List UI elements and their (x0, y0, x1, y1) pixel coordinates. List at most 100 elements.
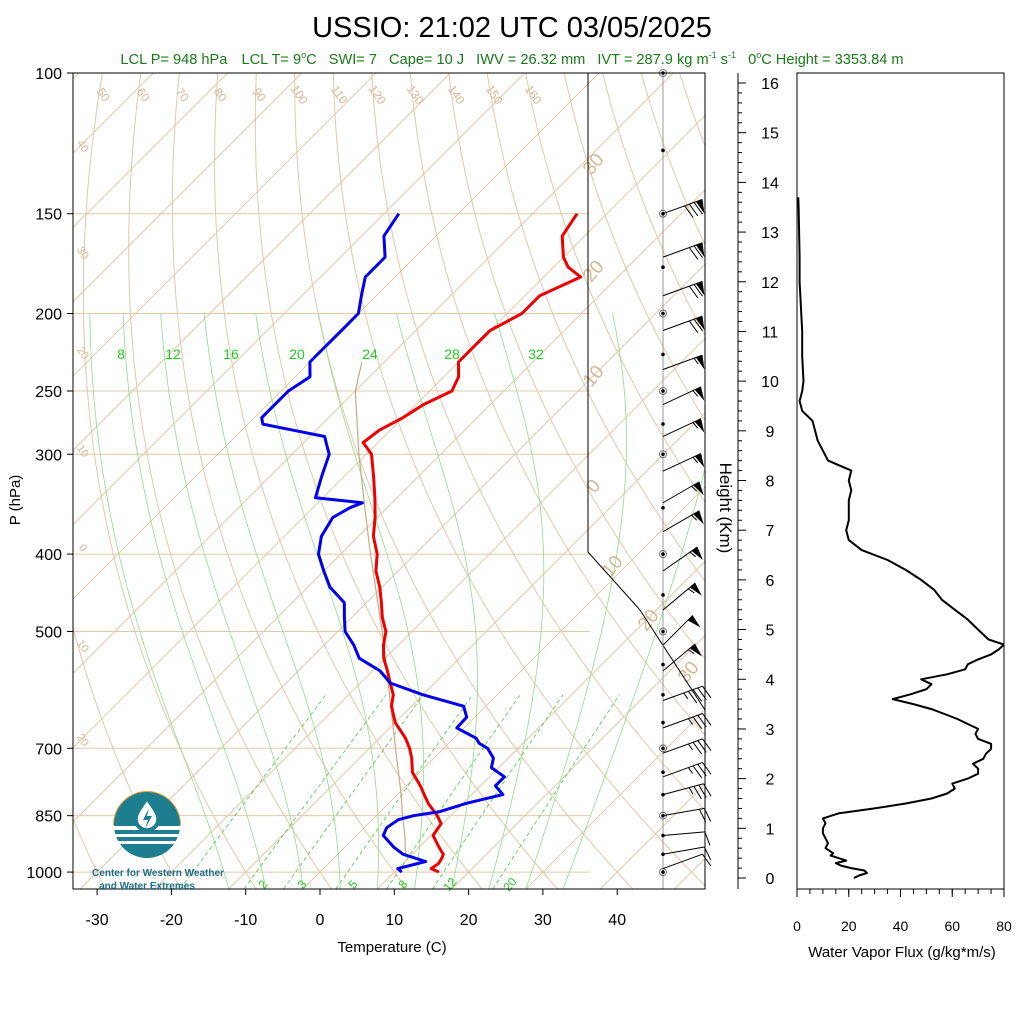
wind-barb-pennant (695, 316, 705, 331)
isotherm-line (451, 634, 705, 889)
wind-barb-flag (692, 689, 703, 702)
y-tick-label: 400 (35, 547, 62, 564)
isotherm-left-label: 20 (74, 345, 91, 362)
wind-barb-flag (693, 786, 702, 800)
stat-lcl-p: LCL P= 948 hPa (120, 52, 228, 68)
wind-barb-half-flag (691, 485, 698, 492)
mixing-ratio-line (432, 694, 564, 889)
wind-barb-half-flag (687, 718, 694, 725)
y-tick-label: 700 (35, 741, 62, 758)
wind-level-dot (661, 870, 665, 874)
mixing-ratio-line (386, 694, 521, 889)
dry-adiabat-line (371, 73, 705, 812)
wind-level-dot (661, 662, 665, 667)
y-tick-label: 200 (35, 307, 62, 324)
wind-level-dot (661, 452, 665, 457)
wind-ref-circle (659, 387, 667, 395)
lightning-icon (143, 808, 152, 829)
wind-barb-half-flag (687, 767, 694, 774)
wind-barb (662, 582, 702, 611)
isotherm-line (73, 73, 228, 229)
height-tick-label: 16 (761, 76, 779, 93)
wind-barb-staff (662, 713, 703, 729)
wind-barb-flag (688, 320, 699, 333)
wind-barb-flag (693, 318, 703, 332)
wind-barb-staff (662, 738, 703, 754)
isotherm-left-label: 0 (76, 542, 89, 554)
isotherm-line (377, 560, 705, 889)
mixing-ratio-line (335, 694, 473, 889)
wind-barb-pennant (689, 643, 702, 657)
wind-barb-flag (692, 765, 703, 778)
wind-barb (662, 853, 712, 870)
wind-barb-flag (704, 831, 711, 846)
wind-barb-half-flag (688, 787, 694, 795)
height-tick-label: 13 (761, 225, 779, 242)
logo-text-line1: Center for Western Weather (92, 868, 224, 879)
skewt-profiles (260, 212, 583, 874)
wind-barb-half-flag (691, 514, 698, 521)
wind-barb-pennant (689, 583, 702, 596)
cw3e-logo: Center for Western Weather and Water Ext… (92, 791, 224, 892)
mixing-ratio-top-label: 32 (528, 346, 544, 362)
height-tick-label: 12 (761, 275, 779, 292)
wind-level-dot (661, 593, 665, 597)
page-title: USSIO: 21:02 UTC 03/05/2025 (312, 12, 712, 44)
wind-ref-circle (659, 309, 667, 318)
x-tick-label: 20 (460, 912, 478, 929)
flux-y-axis-label: Height (Km) (716, 463, 735, 554)
wind-barb-staff (662, 761, 703, 778)
wind-barb-staff (662, 546, 698, 572)
wind-barb-pennant (694, 418, 705, 433)
isotherm-line (302, 486, 705, 889)
x-tick-label: 0 (316, 912, 325, 929)
skewt-boundary-line (587, 73, 706, 711)
skewt-background (73, 73, 705, 889)
wind-barb-pennant (694, 453, 705, 468)
wind-level-dot (661, 422, 665, 426)
y-tick-label: 500 (35, 625, 62, 642)
isotherm-line (73, 189, 705, 823)
wind-barb-pennant (695, 199, 705, 214)
mixing-ratio-top-label: 16 (223, 346, 239, 362)
isotherm-line (73, 73, 600, 600)
wind-barb-flag (702, 762, 712, 775)
stat-ivt: IVT = 287.9 kg m (597, 52, 708, 68)
wind-barb-staff (662, 481, 700, 504)
wind-barb-pennant (695, 242, 705, 257)
height-tick-label: 6 (766, 573, 775, 590)
wind-barb-flag (702, 685, 712, 699)
wind-barb-half-flag (692, 456, 699, 464)
wind-barb (662, 685, 712, 704)
dry-adiabat-line (332, 73, 705, 887)
wind-level-dot (661, 311, 665, 316)
flux-x-tick-label: 80 (996, 918, 1012, 934)
isotherm-left-label: 30 (74, 245, 91, 262)
wind-barb-half-flag (687, 588, 695, 594)
stats-line: LCL P= 948 hPa LCL T= 9oC SWI= 7 Cape= 1… (120, 46, 903, 68)
wind-level-dot (661, 692, 665, 697)
wind-barb-staff (662, 685, 703, 702)
dry-adiabat-line (294, 73, 634, 889)
wind-level-dot (661, 720, 665, 725)
wind-barb-pennant (695, 281, 705, 296)
isotherm-line (525, 709, 705, 889)
flux-x-axis-label: Water Vapor Flux (g/kg*m/s) (808, 944, 996, 961)
mixing-ratio-line (243, 694, 387, 889)
dry-adiabat-line (486, 73, 705, 583)
isotherm-line (73, 73, 303, 303)
y-tick-label: 150 (35, 207, 62, 224)
dry-adiabat-line (213, 73, 483, 889)
isotherm-left-label: 40 (74, 138, 91, 155)
isotherm-line (73, 114, 705, 749)
wind-barb-pennant (687, 615, 701, 628)
wind-level-dot (661, 352, 665, 357)
wind-barb-staff (662, 831, 705, 837)
isotherm-line (79, 263, 705, 889)
height-tick-label: 15 (761, 126, 779, 143)
wind-ref-circle (659, 209, 667, 218)
y-tick-label: 300 (35, 447, 62, 464)
wind-barb-flag (693, 245, 703, 258)
dry-adiabat-line (563, 73, 705, 422)
isotherm-left-label: 20 (74, 732, 91, 749)
